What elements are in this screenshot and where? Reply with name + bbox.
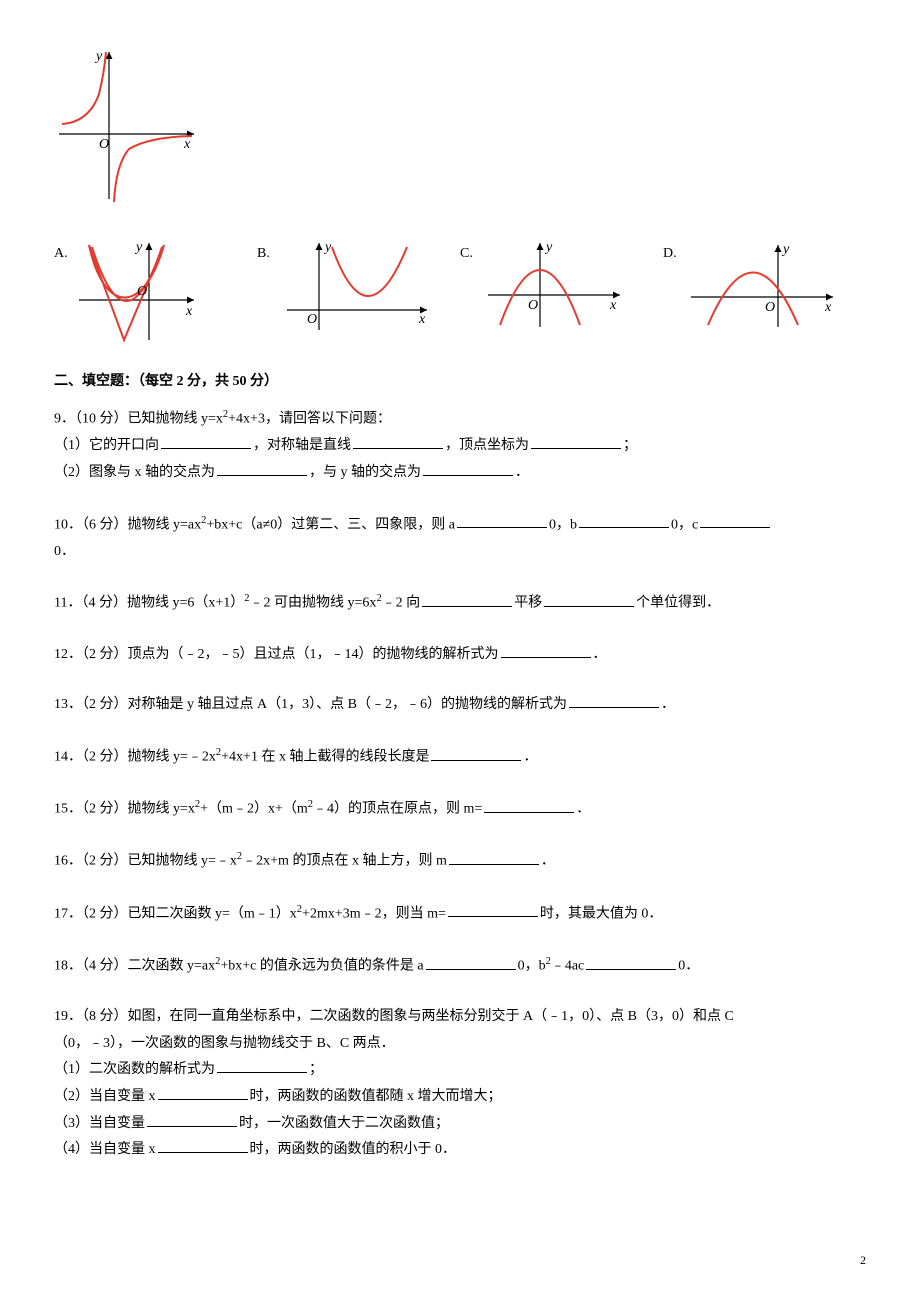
blank: [161, 434, 251, 449]
blank: [579, 513, 669, 528]
blank: [217, 461, 307, 476]
svg-text:x: x: [185, 304, 193, 319]
choice-d-graph: O x y: [683, 235, 843, 335]
question-19: 19．（8 分）如图，在同一直角坐标系中，二次函数的图象与两坐标分别交于 A（﹣…: [54, 1004, 866, 1164]
blank: [569, 693, 659, 708]
q9-stem: 9．（10 分）已知抛物线 y=x: [54, 412, 223, 427]
choice-b: B. O x y: [257, 235, 460, 335]
blank: [586, 955, 676, 970]
blank: [426, 955, 516, 970]
blank: [700, 513, 770, 528]
choices-row: A. O x y B. O x y C.: [54, 235, 866, 345]
svg-text:x: x: [418, 312, 426, 327]
blank: [423, 461, 513, 476]
hyperbola-graph: O x y: [54, 44, 204, 204]
question-11: 11．（4 分）抛物线 y=6（x+1）2﹣2 可由抛物线 y=6x2﹣2 向平…: [54, 589, 866, 617]
choice-a-graph: O x y: [74, 235, 204, 345]
question-17: 17．（2 分）已知二次函数 y=（m﹣1）x2+2mx+3m﹣2，则当 m=时…: [54, 900, 866, 928]
choice-label-a: A.: [54, 235, 74, 268]
choice-d: D. O x y: [663, 235, 866, 335]
choice-a: A. O x y: [54, 235, 257, 345]
svg-text:x: x: [824, 300, 832, 315]
svg-text:O: O: [307, 312, 317, 327]
top-graph: O x y: [54, 44, 866, 215]
question-13: 13．（2 分）对称轴是 y 轴且过点 A（1，3）、点 B（﹣2，﹣6）的抛物…: [54, 692, 866, 719]
svg-text:y: y: [323, 240, 332, 255]
choice-label-b: B.: [257, 235, 277, 268]
choice-c: C. O x y: [460, 235, 663, 335]
svg-text:O: O: [765, 300, 775, 315]
blank: [449, 850, 539, 865]
choice-c-graph: O x y: [480, 235, 630, 335]
blank: [353, 434, 443, 449]
blank: [544, 592, 634, 607]
blank: [448, 902, 538, 917]
question-16: 16．（2 分）已知抛物线 y=﹣x2﹣2x+m 的顶点在 x 轴上方，则 m．: [54, 847, 866, 875]
blank: [531, 434, 621, 449]
blank: [217, 1058, 307, 1073]
y-axis-label: y: [94, 49, 103, 64]
svg-text:x: x: [609, 298, 617, 313]
question-12: 12．（2 分）顶点为（﹣2，﹣5）且过点（1，﹣14）的抛物线的解析式为．: [54, 642, 866, 669]
blank: [457, 513, 547, 528]
blank: [147, 1112, 237, 1127]
blank: [158, 1085, 248, 1100]
svg-text:y: y: [134, 240, 143, 255]
question-9: 9．（10 分）已知抛物线 y=x2+4x+3，请回答以下问题： （1）它的开口…: [54, 405, 866, 486]
question-10: 10．（6 分）抛物线 y=ax2+bx+c（a≠0）过第二、三、四象限，则 a…: [54, 511, 866, 566]
blank: [431, 746, 521, 761]
svg-text:y: y: [781, 242, 790, 257]
choice-label-c: C.: [460, 235, 480, 268]
blank: [422, 592, 512, 607]
question-14: 14．（2 分）抛物线 y=﹣2x2+4x+1 在 x 轴上截得的线段长度是．: [54, 743, 866, 771]
svg-text:O: O: [528, 298, 538, 313]
svg-text:y: y: [544, 240, 553, 255]
origin-label: O: [99, 137, 109, 152]
choice-b-graph: O x y: [277, 235, 437, 335]
question-18: 18．（4 分）二次函数 y=ax2+bx+c 的值永远为负值的条件是 a0，b…: [54, 952, 866, 980]
blank: [158, 1138, 248, 1153]
blank: [484, 798, 574, 813]
choice-label-d: D.: [663, 235, 683, 268]
x-axis-label: x: [183, 137, 191, 152]
question-15: 15．（2 分）抛物线 y=x2+（m﹣2）x+（m2﹣4）的顶点在原点，则 m…: [54, 795, 866, 823]
page-number: 2: [860, 1249, 866, 1272]
blank: [501, 643, 591, 658]
svg-text:O: O: [137, 284, 147, 299]
section-2-title: 二、填空题：（每空 2 分，共 50 分）: [54, 369, 866, 396]
